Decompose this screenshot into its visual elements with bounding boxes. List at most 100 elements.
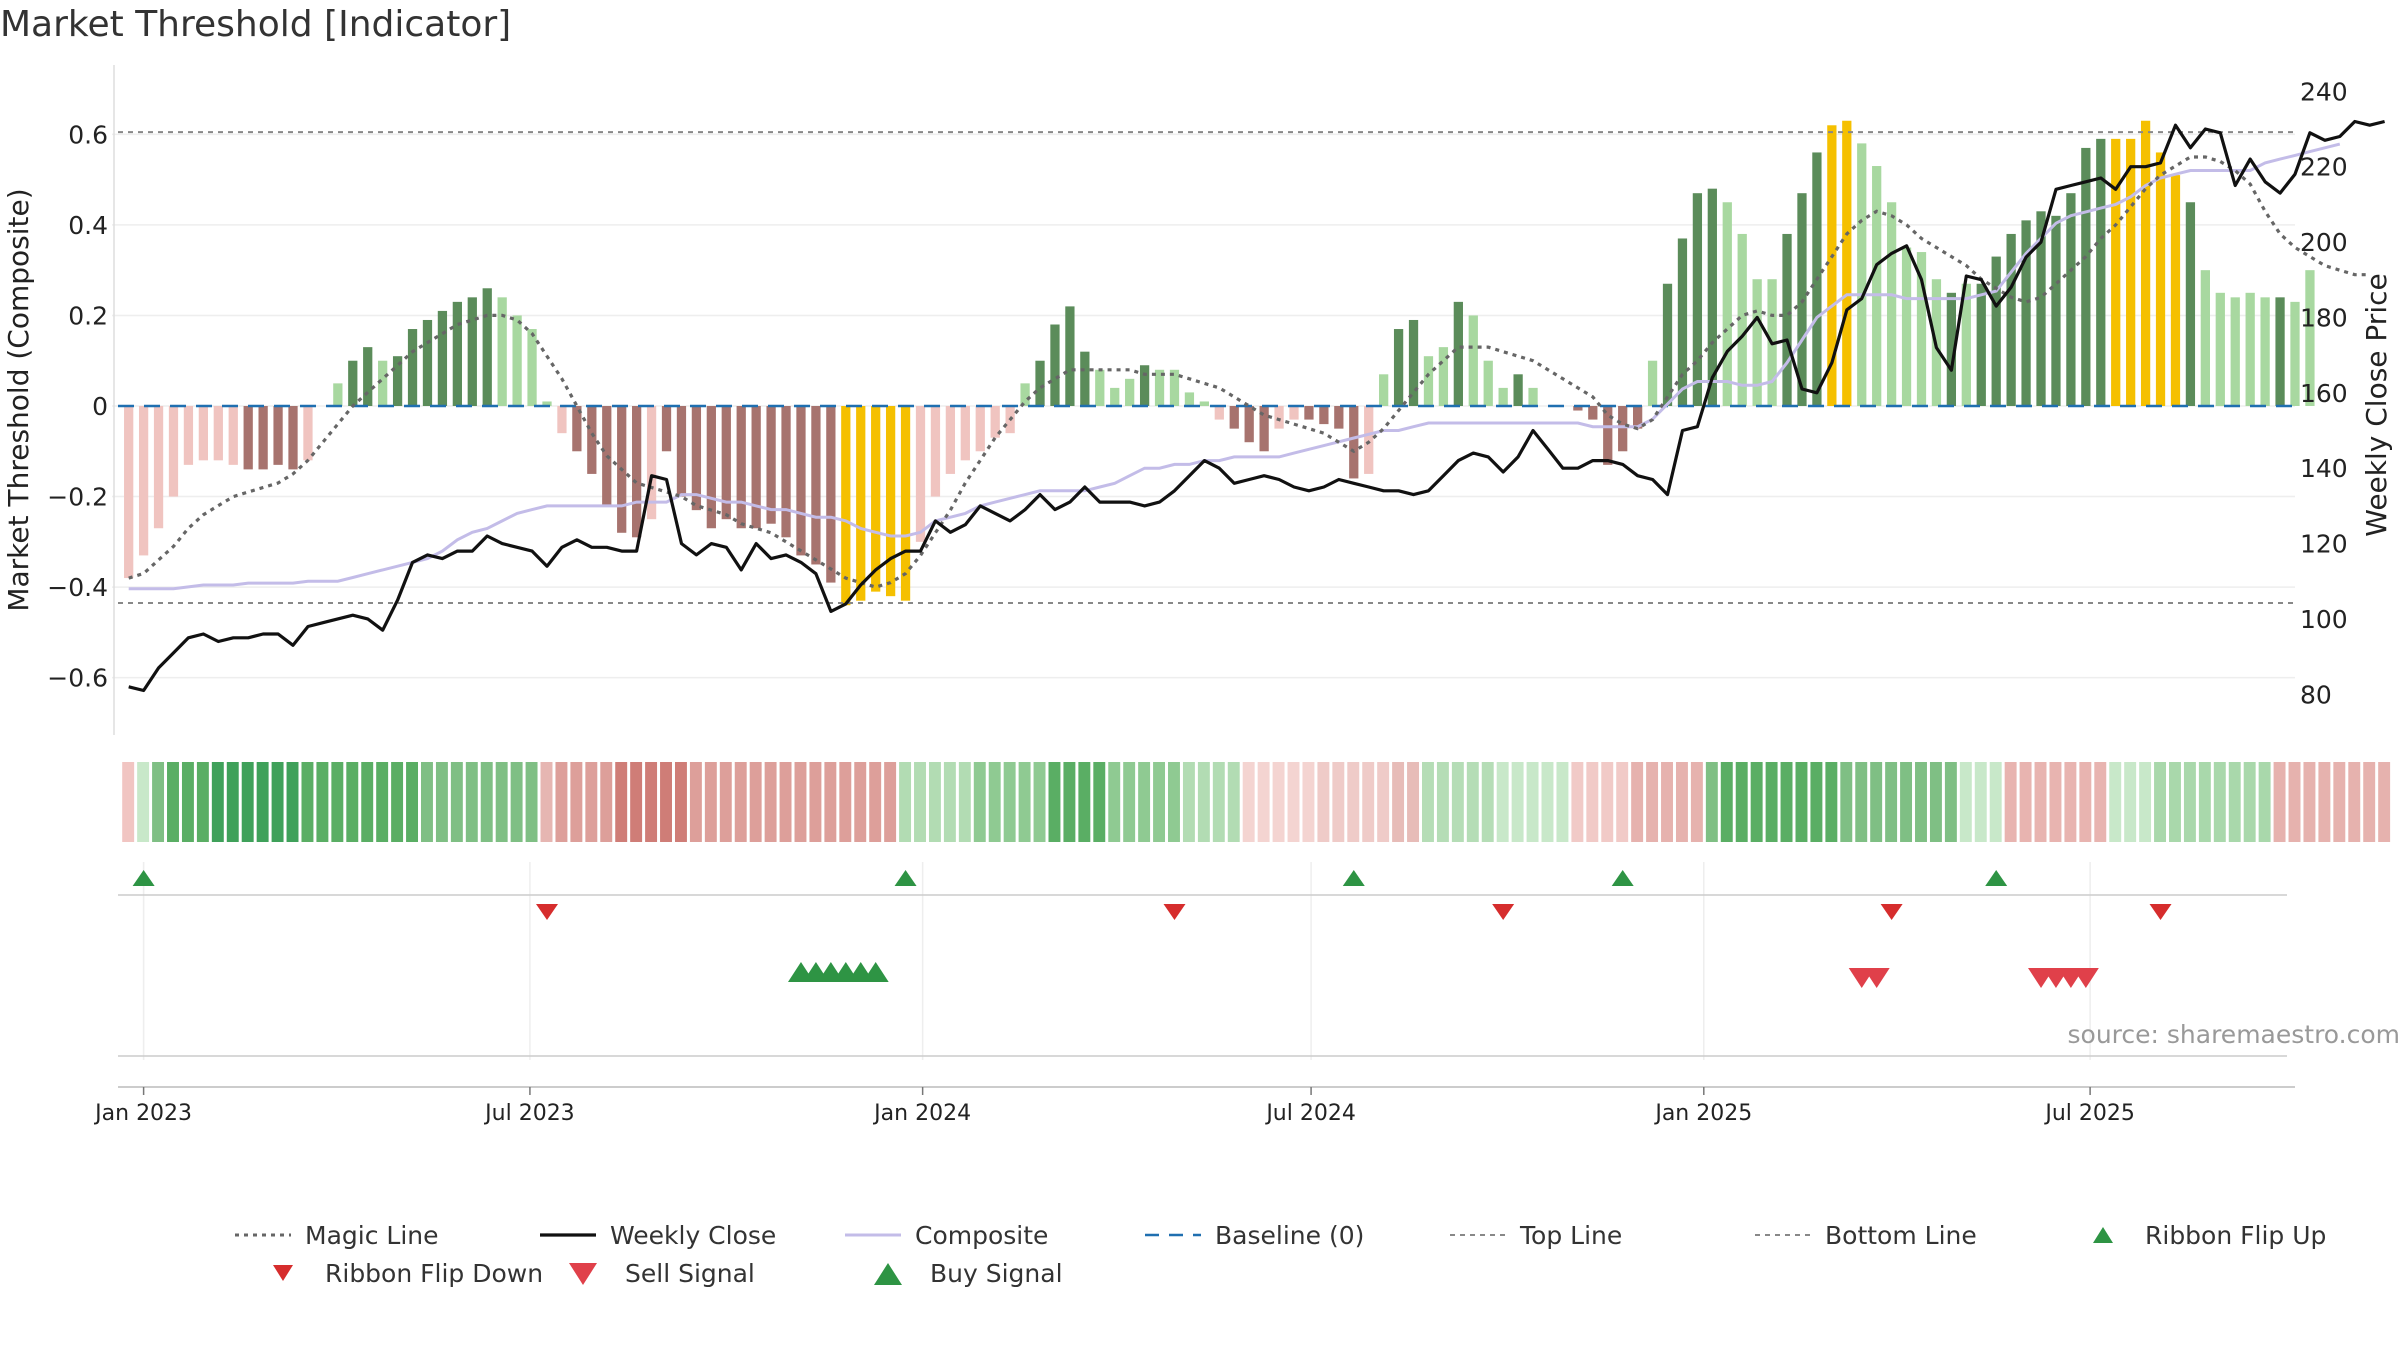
ribbon-cell (914, 762, 926, 842)
legend-symbol (1450, 1234, 1506, 1236)
composite-bar (1453, 301, 1463, 406)
composite-bar (646, 406, 657, 520)
composite-bar (811, 406, 821, 565)
ribbon-cell (2154, 762, 2167, 842)
composite-bar (1722, 202, 1732, 406)
composite-bar (1842, 120, 1852, 406)
composite-bar (1513, 374, 1523, 406)
composite-bar (1184, 392, 1195, 406)
composite-bar (975, 406, 985, 452)
ribbon-cell (615, 762, 628, 842)
composite-bar (945, 406, 956, 474)
ribbon-cell (1631, 762, 1644, 842)
ribbon-cell (316, 762, 329, 842)
ribbon-cell (645, 762, 658, 842)
composite-bar (661, 406, 672, 452)
grid-layer (112, 133, 2295, 1060)
ribbon-cell (794, 762, 807, 842)
ribbon-cell (2094, 762, 2107, 842)
composite-bar (2230, 297, 2240, 406)
composite-bar (1139, 365, 1150, 406)
ribbon-cell (1855, 762, 1868, 842)
ribbon-cell (1317, 762, 1330, 842)
y-tick-label-right: 180 (2300, 303, 2348, 332)
composite-bar (2081, 147, 2091, 406)
composite-bar (1647, 360, 1658, 406)
ribbon-cell (241, 762, 254, 842)
ribbon-cell (1915, 762, 1927, 842)
ribbon-cell (1332, 762, 1345, 842)
composite-bar (1976, 283, 1986, 406)
ribbon-cell (2198, 762, 2211, 842)
composite-bar (930, 406, 941, 497)
composite-bar (572, 406, 582, 452)
chart-title: Market Threshold [Indicator] (0, 4, 512, 45)
ribbon-cell (2183, 762, 2196, 842)
ribbon-cell (2243, 762, 2256, 842)
ribbon-flip-up-marker (1342, 870, 1365, 886)
ribbon-cell (854, 762, 867, 842)
composite-bar (1677, 238, 1688, 406)
composite-bar (1603, 406, 1613, 465)
ribbon-cell (1840, 762, 1853, 842)
legend-label: Magic Line (305, 1220, 439, 1250)
ribbon-cell (2169, 762, 2181, 842)
composite-bar (796, 406, 806, 556)
ribbon-cell (406, 762, 419, 842)
composite-bar (1334, 406, 1344, 429)
ribbon-cell (1033, 762, 1046, 842)
ribbon-cell (540, 762, 553, 842)
legend-symbol (569, 1263, 597, 1285)
y-tick-label-left: −0.4 (47, 573, 108, 602)
composite-bar (766, 406, 776, 524)
ribbon-cell (869, 762, 882, 842)
ribbon-cell (1989, 762, 2002, 842)
ribbon-cell (1601, 762, 1614, 842)
ribbon-cell (1018, 762, 1031, 842)
composite-bar (1289, 406, 1299, 420)
ribbon-flip-down-marker (1492, 904, 1515, 920)
ribbon-cell (1197, 762, 1210, 842)
composite-bar (1423, 356, 1434, 406)
ribbon-cell (585, 762, 598, 842)
composite-bar (960, 406, 970, 461)
ribbon-cell (510, 762, 523, 842)
composite-bar (826, 406, 836, 583)
composite-bar (2245, 292, 2255, 406)
composite-bar (1304, 406, 1314, 420)
ribbon-cell (1257, 762, 1270, 842)
ribbon-cell (764, 762, 777, 842)
legend-item: Buy Signal (860, 1258, 1063, 1288)
composite-bar (407, 329, 418, 406)
signal-rows (118, 870, 2287, 1057)
ribbon-cell (1795, 762, 1808, 842)
ribbon-cell (2213, 762, 2226, 842)
composite-bar (1827, 125, 1837, 407)
x-tick-label: Jan 2024 (872, 1101, 971, 1126)
magic-line (128, 155, 2370, 589)
legend-symbol (874, 1263, 902, 1285)
composite-bars (124, 120, 2315, 606)
composite-bar (1319, 406, 1329, 425)
ribbon-cell (1078, 762, 1091, 842)
ribbon-flip-down-marker (1163, 904, 1186, 920)
ribbon-cell (1347, 762, 1360, 842)
composite-bar (841, 406, 851, 606)
composite-bar (736, 406, 746, 529)
ribbon-cell (1093, 762, 1106, 842)
ribbon-cell (1182, 762, 1195, 842)
composite-bar (1483, 360, 1493, 406)
composite-bar (2305, 270, 2315, 406)
ribbon-cell (2363, 762, 2376, 842)
composite-bar (183, 406, 194, 465)
composite-bar (1573, 406, 1583, 411)
legend-symbol (1755, 1234, 1811, 1236)
legend: Magic Line Weekly Close Composite Baseline … (0, 1210, 2400, 1300)
y-tick-label-right: 120 (2300, 530, 2348, 559)
ribbon-cell (1646, 762, 1659, 842)
composite-bar (1035, 360, 1045, 406)
axes: 0.6 0.4 0.2 0 −0.2 −0.4 −0.6 240 220 200 180 160 140… (47, 65, 2348, 735)
ribbon-cell (1735, 762, 1748, 842)
composite-bar (587, 406, 597, 474)
composite-bar (2290, 301, 2300, 406)
